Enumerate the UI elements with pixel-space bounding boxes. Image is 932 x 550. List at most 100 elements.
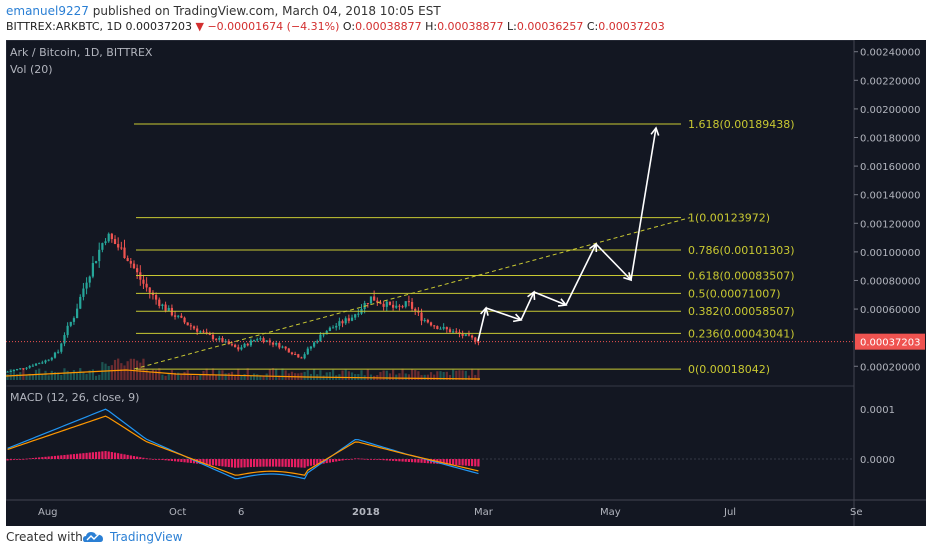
axes: 0.00240000 0.00220000 0.00200000 0.00180000… (38, 48, 925, 518)
candle-body (57, 351, 60, 353)
candle-body (404, 301, 407, 307)
macd-histogram-bar (398, 459, 401, 462)
volume-bar (53, 372, 57, 380)
candle-body (259, 338, 262, 340)
signal-line (7, 415, 479, 476)
candle-body (420, 312, 423, 321)
candle-body (177, 315, 180, 317)
candle-body (470, 335, 474, 338)
macd-histogram-bar (243, 459, 246, 468)
candle-body (25, 367, 28, 369)
open-value: 0.00038877 (355, 20, 422, 33)
macd-histogram-bar (34, 457, 38, 459)
macd-histogram-bar (117, 453, 120, 459)
macd-histogram-bar (164, 459, 167, 461)
candle-body (354, 314, 357, 318)
macd-histogram-bar (445, 459, 448, 465)
volume-bar (414, 369, 417, 380)
fib-level-label: 0.5(0.00071007) (688, 287, 781, 300)
macd-histogram-bar (338, 459, 341, 461)
x-tick-label: Mar (474, 507, 494, 518)
volume-bar (110, 365, 113, 380)
author-link[interactable]: emanuel9227 (6, 4, 89, 18)
volume-bar (136, 360, 139, 380)
macd-histogram-bar (417, 459, 420, 463)
chart-svg[interactable]: 1.618(0.00189438) 1(0.00123972) 0.786(0.00… (5, 39, 926, 526)
macd-histogram-bar (183, 459, 186, 463)
change-arrow-icon: ▼ (195, 20, 204, 33)
macd-histogram-bar (224, 459, 227, 467)
candle-body (211, 334, 215, 340)
candle-body (139, 272, 142, 280)
projection-arrows[interactable] (6, 126, 854, 370)
volume-bar (88, 370, 91, 380)
y-tick-label: 0.00100000 (860, 248, 920, 259)
candle-body (60, 343, 63, 352)
close-value: 0.00037203 (598, 20, 665, 33)
candle-body (271, 342, 275, 345)
volume-bar (249, 375, 253, 380)
candle-body (455, 331, 458, 333)
candle-body (423, 319, 426, 321)
volume-bar (164, 375, 167, 380)
macd-histogram-bar (442, 459, 445, 465)
volume-bar (50, 370, 53, 380)
candle-body (101, 243, 104, 250)
macd-histogram-bar (98, 451, 101, 459)
volume-bar (224, 373, 227, 380)
candle-body (369, 296, 373, 304)
volume-bar (9, 368, 12, 380)
volume-bar (63, 368, 66, 380)
volume-bar (167, 372, 170, 380)
volume-bar (189, 375, 192, 380)
x-tick-label: Jul (723, 507, 736, 518)
volume-bar (82, 372, 85, 380)
candle-body (123, 247, 126, 259)
volume-bar (410, 369, 414, 380)
macd-histogram-bar (300, 459, 303, 468)
macd-histogram-bar (91, 452, 95, 459)
macd-histogram-bar (448, 459, 452, 465)
macd-tick-label: 0.0001 (860, 405, 895, 416)
trendline-dashed (133, 217, 691, 370)
volume-bar (303, 371, 306, 380)
candle-body (113, 239, 117, 245)
candle-body (284, 346, 287, 349)
candle-body (474, 337, 477, 342)
volume-bar (202, 370, 205, 380)
volume-bar (448, 375, 452, 380)
fibonacci-retracement[interactable]: 1.618(0.00189438) 1(0.00123972) 0.786(0.00… (134, 118, 795, 376)
candles (6, 232, 480, 373)
candle-body (63, 335, 66, 344)
chart-panel[interactable]: 1.618(0.00189438) 1(0.00123972) 0.786(0.00… (5, 39, 926, 526)
macd-histogram-bar (319, 459, 322, 465)
candle-body (12, 369, 16, 371)
macd-tick-label: 0.0000 (860, 455, 895, 466)
volume-bar (265, 373, 268, 380)
candle-body (442, 327, 445, 329)
candle-body (132, 263, 136, 269)
projection-segment (520, 291, 535, 321)
volume-bar (31, 374, 34, 380)
macd-histogram-bar (101, 451, 104, 459)
candle-body (275, 343, 278, 345)
macd-histogram-bar (391, 459, 395, 461)
volume-bars (5, 358, 481, 380)
candle-body (196, 328, 199, 332)
candle-body (180, 315, 183, 318)
fib-level-label: 0.618(0.00083507) (688, 269, 795, 282)
candle-body (256, 339, 259, 341)
tradingview-logo[interactable]: TradingView (82, 529, 192, 547)
macd-histogram-bar (41, 457, 44, 459)
macd-histogram-bar (208, 459, 211, 466)
x-tick-label: May (600, 507, 621, 518)
macd-histogram-bar (15, 459, 19, 460)
y-tick-label: 0.00240000 (860, 48, 920, 59)
candle-body (407, 301, 411, 303)
volume-bar (417, 371, 420, 380)
publication-line: emanuel9227 published on TradingView.com… (6, 4, 441, 18)
macd-histogram-bar (312, 459, 316, 466)
volume-bar (47, 375, 50, 380)
volume-bar (107, 365, 110, 380)
volume-bar (474, 374, 477, 380)
